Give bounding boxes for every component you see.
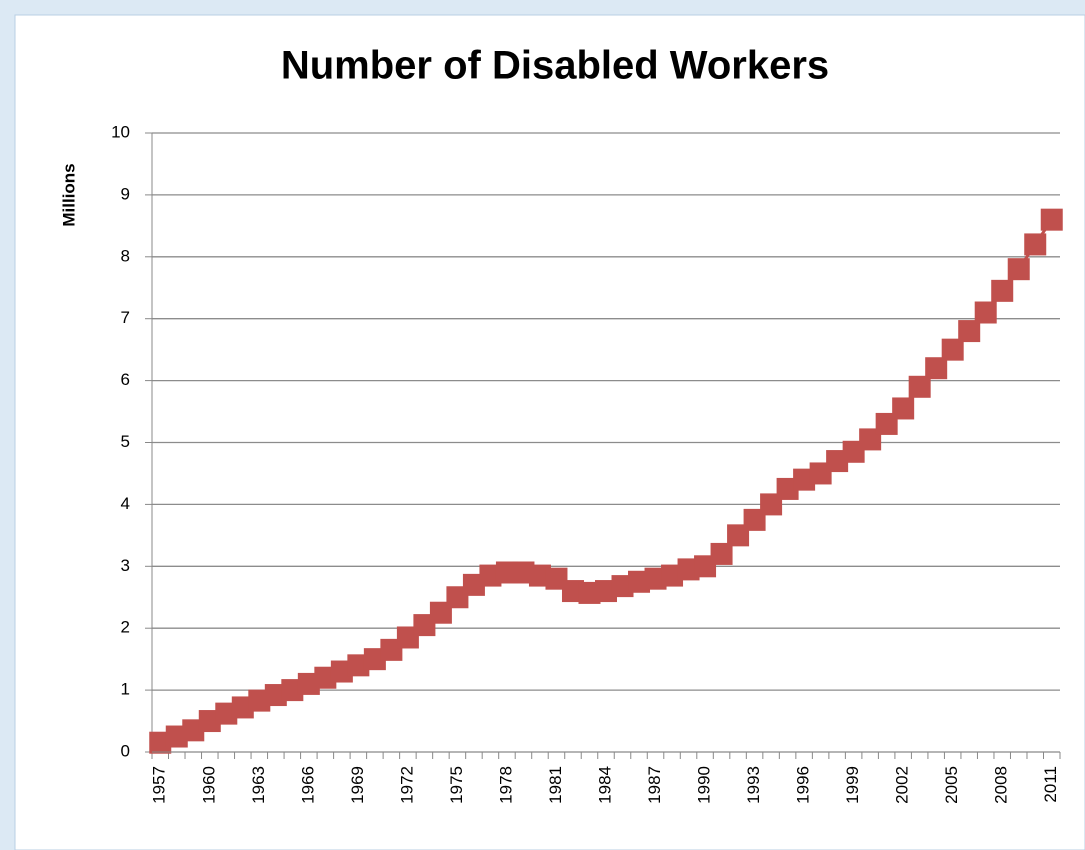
marker <box>165 725 188 748</box>
chart-area <box>14 14 1085 850</box>
x-tick-label: 2005 <box>942 766 961 804</box>
x-tick-label: 1981 <box>546 766 565 804</box>
marker <box>462 573 485 596</box>
marker <box>396 626 419 649</box>
marker <box>215 702 238 725</box>
y-axis-label: Millions <box>59 163 78 226</box>
marker <box>925 357 948 380</box>
x-tick-label: 2002 <box>893 766 912 804</box>
marker <box>892 397 915 420</box>
marker <box>809 462 832 485</box>
x-tick-label: 1996 <box>794 766 813 804</box>
x-tick-label: 1990 <box>695 766 714 804</box>
marker <box>743 508 766 531</box>
marker <box>677 558 700 581</box>
marker <box>859 428 882 451</box>
y-tick-label: 10 <box>111 122 130 141</box>
marker <box>578 581 601 604</box>
marker <box>545 567 568 590</box>
marker <box>842 440 865 463</box>
x-tick-label: 1987 <box>645 766 664 804</box>
x-tick-label: 2008 <box>992 766 1011 804</box>
y-tick-label: 0 <box>121 741 130 760</box>
x-tick-label: 1966 <box>298 766 317 804</box>
y-tick-label: 5 <box>121 432 130 451</box>
x-tick-label: 1999 <box>843 766 862 804</box>
marker <box>1040 208 1063 231</box>
x-tick-label: 1984 <box>595 766 614 804</box>
marker <box>264 684 287 707</box>
marker <box>958 320 981 343</box>
marker <box>710 542 733 565</box>
x-tick-label: 1963 <box>249 766 268 804</box>
marker <box>628 570 651 593</box>
marker <box>908 375 931 398</box>
marker <box>149 731 172 754</box>
marker <box>231 696 254 719</box>
marker <box>528 564 551 587</box>
marker <box>495 561 518 584</box>
y-tick-label: 6 <box>121 370 130 389</box>
marker <box>512 561 535 584</box>
y-tick-label: 7 <box>121 308 130 327</box>
y-tick-label: 8 <box>121 246 130 265</box>
x-tick-label: 1975 <box>447 766 466 804</box>
x-tick-label: 1993 <box>744 766 763 804</box>
x-tick-label: 1960 <box>199 766 218 804</box>
y-tick-label: 1 <box>121 680 130 699</box>
x-tick-label: 1972 <box>397 766 416 804</box>
x-tick-label: 1969 <box>348 766 367 804</box>
marker <box>826 450 849 473</box>
marker <box>694 555 717 578</box>
marker <box>446 586 469 609</box>
marker <box>347 654 370 677</box>
y-tick-label: 3 <box>121 556 130 575</box>
marker <box>611 575 634 598</box>
marker <box>297 672 320 695</box>
marker <box>875 412 898 435</box>
marker <box>941 338 964 361</box>
marker <box>595 580 617 603</box>
marker <box>974 301 997 324</box>
marker <box>760 493 783 516</box>
marker <box>644 567 667 590</box>
marker <box>380 638 403 661</box>
marker <box>330 660 353 683</box>
marker <box>793 468 816 491</box>
y-tick-label: 9 <box>121 184 130 203</box>
y-tick-label: 2 <box>121 618 130 637</box>
marker <box>248 689 271 712</box>
marker <box>991 279 1014 302</box>
marker <box>281 679 304 702</box>
y-tick-label: 4 <box>121 494 130 513</box>
chart-title: Number of Disabled Workers <box>281 44 829 88</box>
marker <box>198 710 221 733</box>
marker <box>561 580 584 603</box>
marker <box>413 614 436 637</box>
marker <box>479 564 502 587</box>
marker <box>429 601 452 624</box>
marker <box>182 719 205 742</box>
marker <box>1007 258 1030 281</box>
marker <box>661 564 684 587</box>
x-tick-label: 2011 <box>1041 766 1060 803</box>
marker <box>1024 233 1047 256</box>
x-tick-label: 1957 <box>150 766 169 804</box>
x-tick-label: 1978 <box>496 766 515 804</box>
marker <box>776 477 799 500</box>
marker <box>727 524 750 547</box>
marker <box>314 666 337 689</box>
marker <box>363 648 386 671</box>
